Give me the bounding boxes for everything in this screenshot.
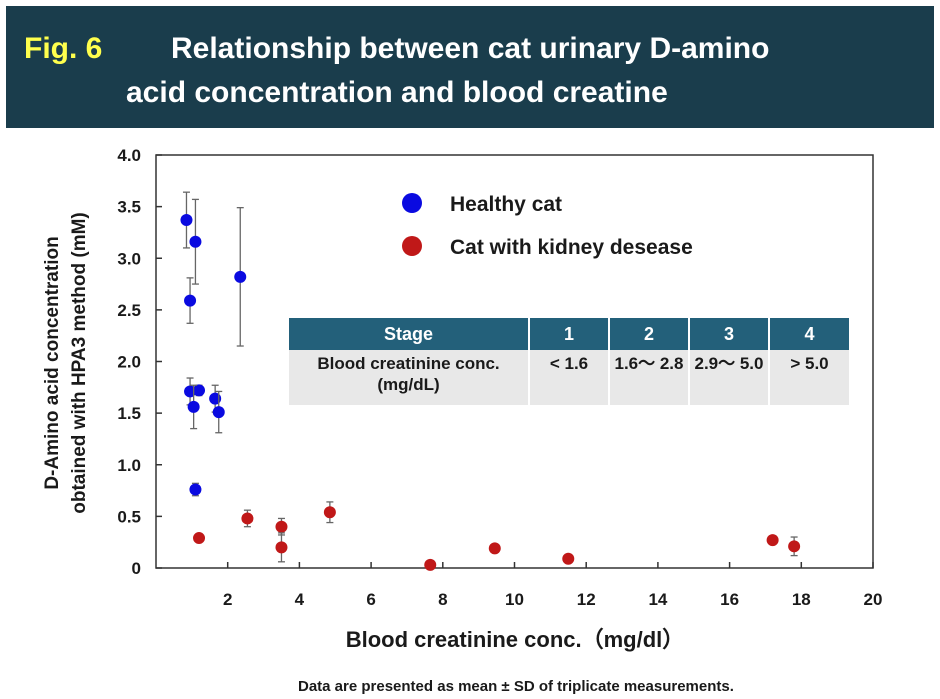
y-tick-label: 2.5 [117,301,141,320]
x-tick-label: 12 [577,590,596,609]
figure-label: Fig. 6 [24,32,103,65]
kidney-data-point [424,558,437,571]
legend-background [396,182,768,270]
footnote: Data are presented as mean ± SD of tripl… [298,678,734,695]
x-tick-label: 16 [720,590,739,609]
x-tick-label: 10 [505,590,524,609]
y-tick-label: 1.5 [117,404,141,423]
legend-healthy-label: Healthy cat [450,193,562,216]
x-tick-label: 20 [864,590,883,609]
healthy-data-point [187,400,200,413]
healthy-data-point [234,270,247,283]
ckd-stage-table: Stage 1 2 3 4 Blood creatinine conc. (mg… [289,318,849,405]
y-tick-label: 3.5 [117,198,141,217]
figure-title-line1: Relationship between cat urinary D-amino [171,32,770,65]
x-tick-label: 8 [438,590,447,609]
healthy-data-point [193,384,206,397]
legend-healthy-marker [402,193,422,213]
y-tick-label: 0.5 [117,507,141,526]
y-axis-title-line2: obtained with HPA3 method (mM) [69,212,90,514]
kidney-data-point [766,534,779,547]
creatinine-row-label: Blood creatinine conc. (mg/dL) [289,350,529,405]
stage-4-range: > 5.0 [768,350,849,405]
kidney-data-point [241,512,254,525]
legend-kidney-marker [402,236,422,256]
stage-1-header: 1 [528,318,609,350]
x-tick-label: 2 [223,590,232,609]
x-tick-label: 18 [792,590,811,609]
stage-1-range: < 1.6 [528,350,609,405]
y-tick-label: 4.0 [117,146,141,165]
stage-3-range: 2.9～ 5.0 [688,350,769,405]
y-tick-label: 1.0 [117,456,141,475]
kidney-data-point [488,542,501,555]
x-tick-label: 6 [366,590,375,609]
y-tick-label: 3.0 [117,249,141,268]
kidney-data-point [275,541,288,554]
figure-title-line2: acid concentration and blood creatine [126,76,668,109]
x-tick-label: 4 [295,590,305,609]
y-tick-label: 0 [132,559,141,578]
kidney-data-point [193,532,206,545]
kidney-data-point [323,506,336,519]
healthy-data-point [189,235,202,248]
kidney-data-point [562,552,575,565]
x-tick-label: 14 [648,590,667,609]
y-tick-label: 2.0 [117,353,141,372]
legend-kidney-label: Cat with kidney desease [450,236,693,259]
healthy-data-point [184,294,197,307]
healthy-data-point [180,214,193,227]
stage-2-header: 2 [608,318,689,350]
stage-2-range: 1.6～ 2.8 [608,350,689,405]
kidney-data-point [275,520,288,533]
stage-4-header: 4 [768,318,849,350]
healthy-data-point [189,483,202,496]
stage-header: Stage [289,318,529,350]
y-axis-title-line1: D-Amino acid concentration [42,236,63,489]
kidney-data-point [788,540,801,553]
title-banner: Fig. 6 Relationship between cat urinary … [6,6,934,128]
x-axis-title: Blood creatinine conc.（mg/dl） [346,627,685,652]
stage-3-header: 3 [688,318,769,350]
healthy-data-point [212,406,225,419]
